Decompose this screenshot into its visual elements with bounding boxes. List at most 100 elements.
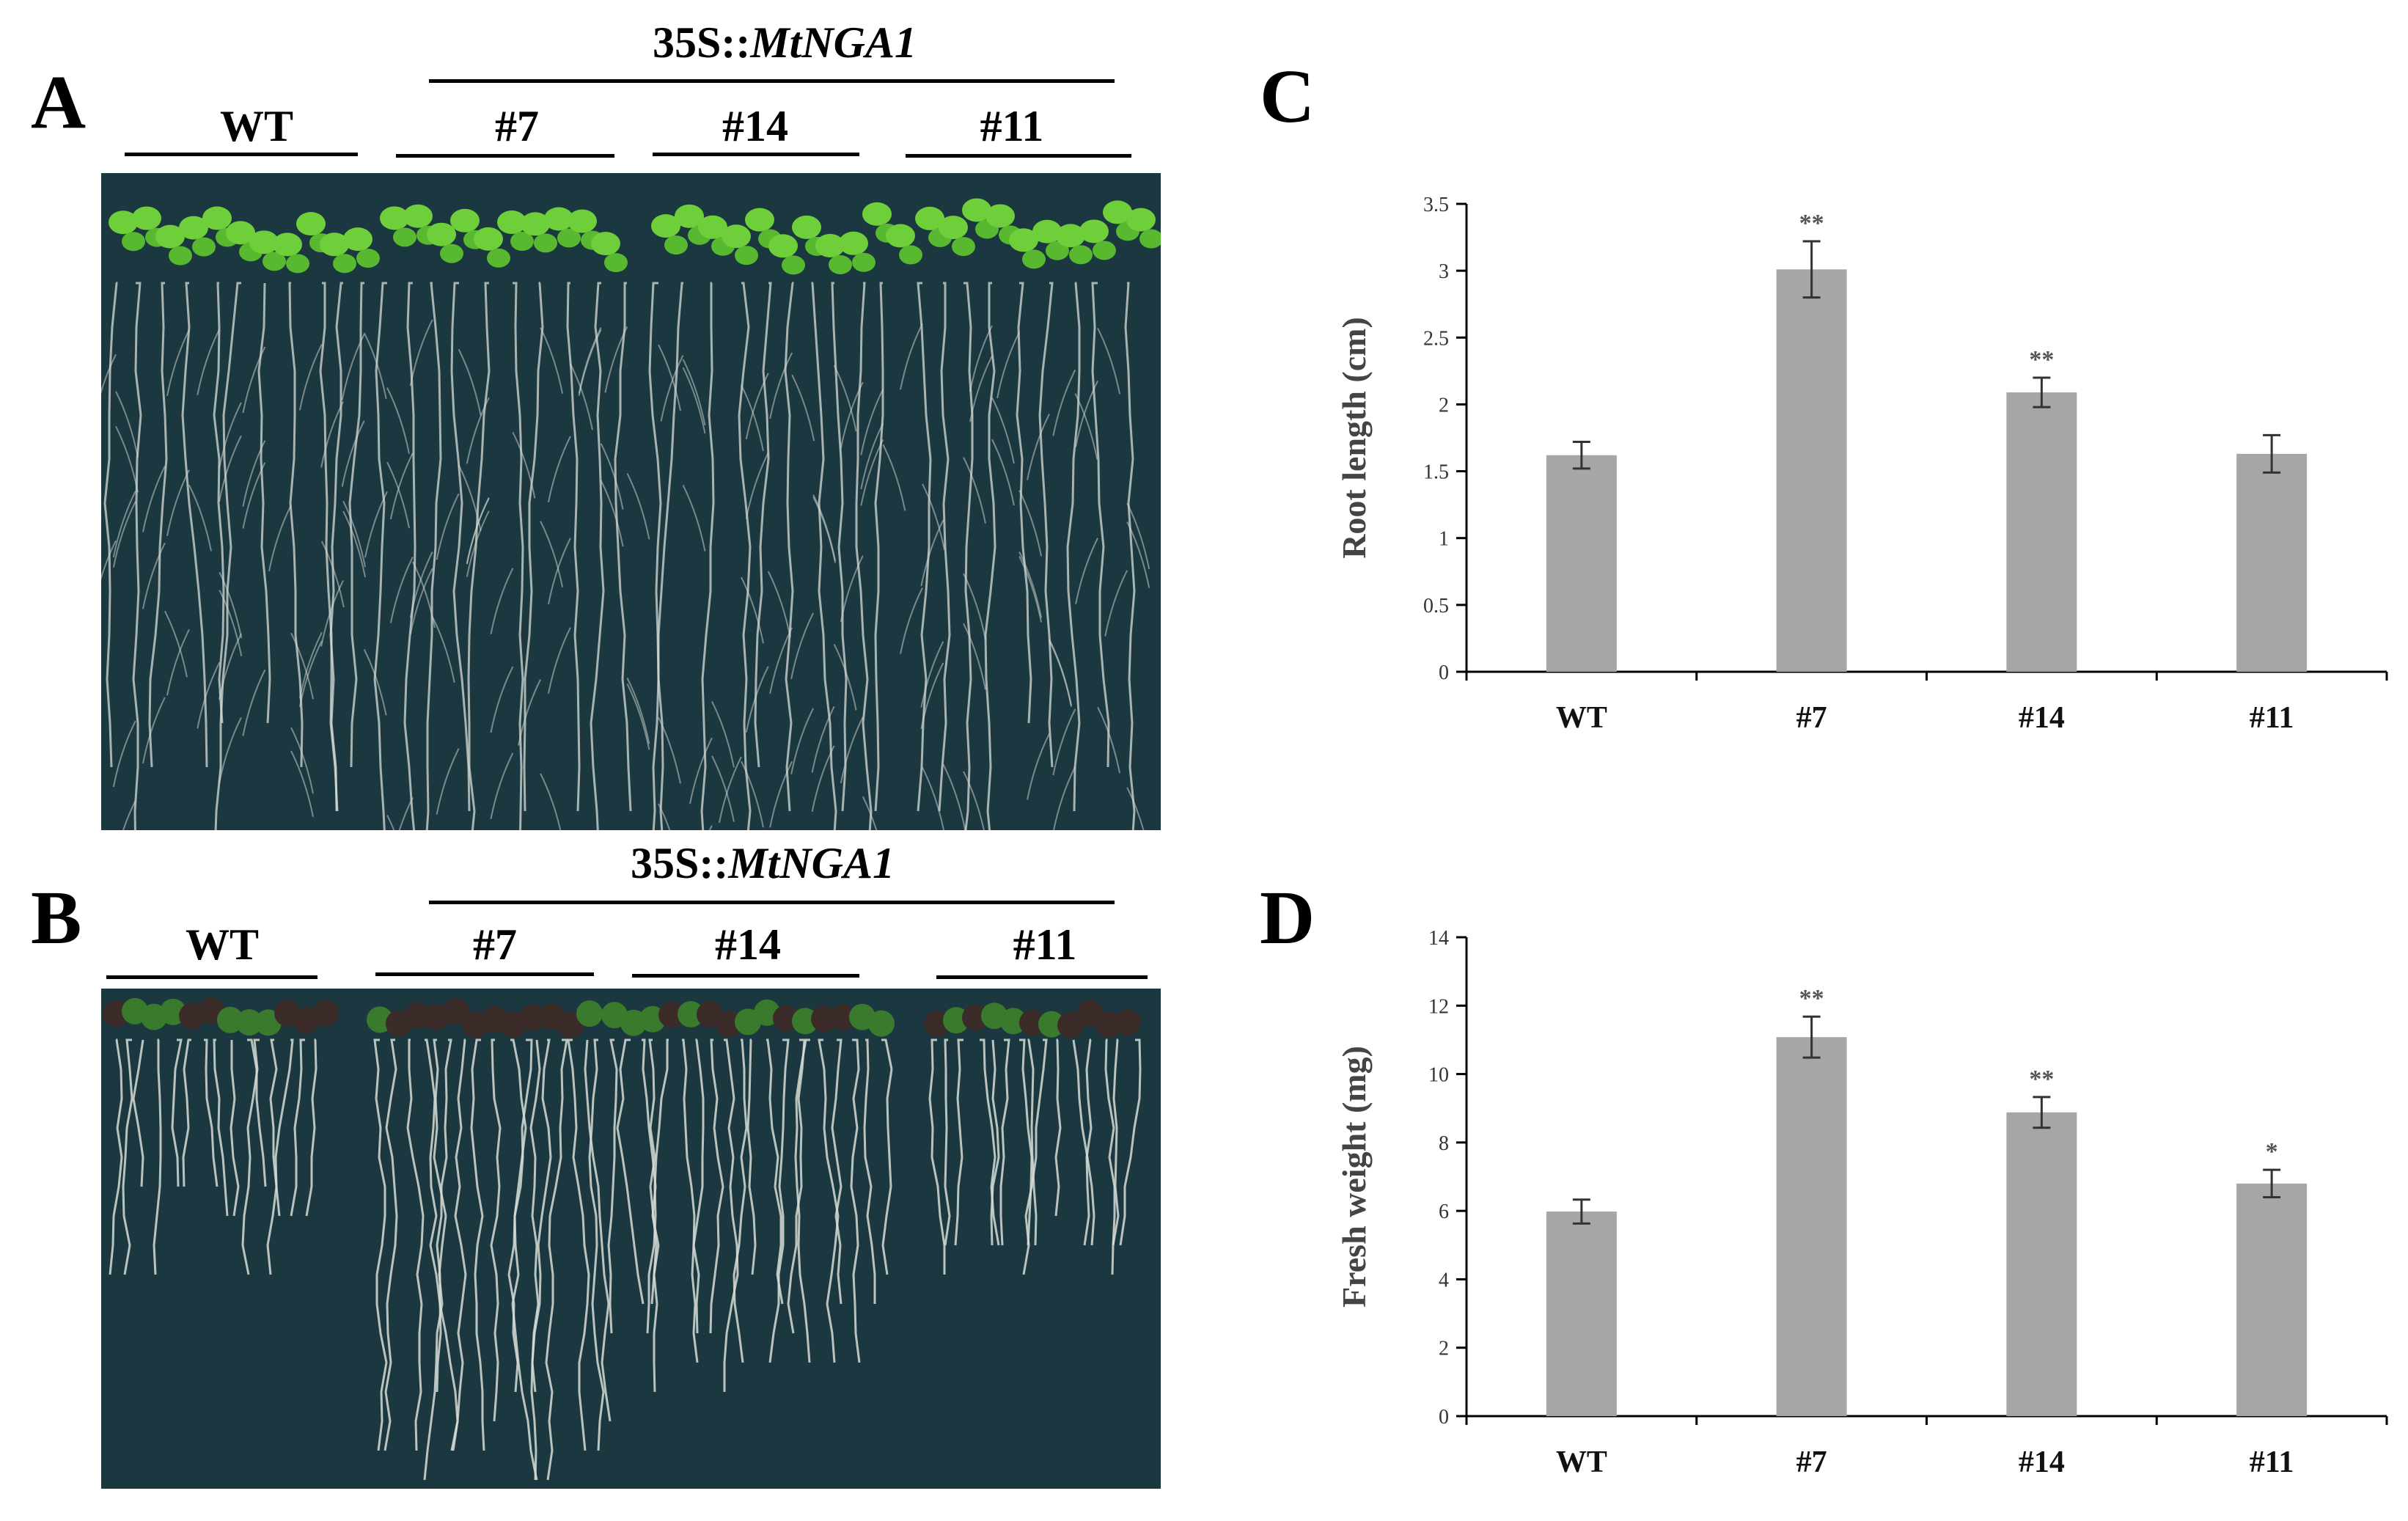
- primary-root: [1091, 282, 1110, 768]
- panel-c-bar-chart: 0 0.5 1 1.5 2 2.5 3 3.5 WT ** #7 ** #14 #11 Root lengt…: [1335, 194, 2388, 735]
- lateral-root: [409, 568, 433, 635]
- y-tick-label: 6: [1439, 1201, 1449, 1223]
- seedling-leaf: [320, 232, 349, 257]
- root-mass: [171, 1038, 183, 1187]
- seedling-leaf: [829, 254, 852, 274]
- lateral-root: [540, 773, 562, 830]
- panel-b-group-gene: MtNGA1: [728, 839, 895, 887]
- lateral-root: [882, 444, 906, 511]
- lateral-root: [811, 705, 835, 773]
- primary-root: [566, 282, 581, 812]
- lateral-root: [600, 443, 624, 510]
- panel-a-rule-wt: [125, 153, 358, 156]
- lateral-root: [389, 557, 414, 623]
- root-mass: [510, 1038, 538, 1481]
- seedling-leaf: [427, 222, 456, 246]
- lateral-root: [991, 397, 1015, 464]
- lateral-root: [512, 432, 536, 499]
- seedling-leaf: [745, 208, 774, 232]
- seedling-leaf: [155, 224, 185, 249]
- lateral-root: [922, 767, 945, 830]
- seedling-leaf: [839, 231, 868, 255]
- seedling-leaf: [985, 204, 1015, 228]
- seedling-leaf: [296, 212, 326, 236]
- lateral-root: [942, 763, 966, 830]
- y-tick-label: 14: [1428, 927, 1449, 950]
- lateral-root: [298, 631, 323, 699]
- root-mass: [682, 1038, 700, 1334]
- lateral-root: [540, 521, 564, 587]
- primary-root: [103, 282, 118, 768]
- seedling-leaf: [782, 255, 805, 275]
- lateral-root: [600, 480, 624, 547]
- x-category-label: WT: [1556, 1445, 1607, 1479]
- lateral-root: [745, 666, 769, 733]
- lateral-root: [1097, 328, 1121, 395]
- lateral-root: [922, 483, 945, 551]
- seedling-leaf: [333, 254, 356, 274]
- lateral-root: [718, 756, 742, 824]
- y-tick-label: 0.5: [1423, 595, 1449, 617]
- root-mass: [290, 1038, 305, 1217]
- lateral-root: [268, 505, 292, 571]
- lateral-root: [682, 485, 706, 551]
- seedling-leaf: [474, 227, 503, 251]
- lateral-root: [466, 510, 490, 577]
- y-tick-label: 8: [1439, 1132, 1449, 1155]
- lateral-root: [166, 628, 190, 696]
- primary-root: [348, 282, 364, 768]
- primary-root: [319, 282, 339, 812]
- lateral-root: [840, 716, 864, 784]
- seedling-leaf: [792, 215, 821, 239]
- seedling-leaf: [534, 233, 557, 253]
- primary-root: [917, 282, 932, 812]
- root-mass: [990, 1039, 1000, 1246]
- y-tick-label: 1.5: [1423, 461, 1449, 484]
- lateral-root: [466, 497, 490, 564]
- lateral-root: [1018, 556, 1043, 623]
- y-tick-label: 0: [1439, 1406, 1449, 1429]
- x-category-label: #11: [2250, 1445, 2294, 1479]
- lateral-root: [298, 344, 323, 411]
- rosette-leaf: [1076, 1000, 1103, 1027]
- seedling-leaf: [568, 209, 597, 233]
- lateral-root: [1018, 551, 1043, 618]
- root-mass: [818, 1038, 840, 1363]
- lateral-root: [570, 363, 593, 430]
- root-mass: [406, 1038, 425, 1451]
- rosette-leaf: [1057, 1011, 1084, 1038]
- lateral-root: [1126, 521, 1150, 588]
- seedling-leaf: [1139, 229, 1161, 249]
- lateral-root: [386, 461, 410, 529]
- root-mass: [584, 1039, 612, 1422]
- primary-root: [214, 282, 241, 830]
- seedling-leaf: [1093, 241, 1116, 260]
- seedling-leaf: [1046, 241, 1069, 260]
- seedling-leaf: [886, 224, 915, 248]
- panel-b-rule-11: [936, 975, 1148, 979]
- primary-root: [467, 282, 491, 830]
- panel-a-group-label: 35S::MtNGA1: [653, 21, 917, 65]
- root-mass: [1019, 1038, 1033, 1246]
- lateral-root: [412, 561, 436, 628]
- root-mass: [646, 1038, 669, 1334]
- root-mass: [723, 1038, 739, 1392]
- seedling-leaf: [557, 228, 581, 248]
- rosette-leaf: [830, 1004, 856, 1031]
- seedling-leaf: [122, 232, 145, 252]
- primary-root: [831, 282, 848, 812]
- lateral-root: [689, 737, 713, 805]
- lateral-root: [290, 750, 314, 818]
- lateral-root: [658, 803, 671, 830]
- seedling-leaf: [109, 210, 138, 235]
- lateral-root: [219, 590, 243, 656]
- lateral-root: [458, 464, 482, 532]
- y-tick-label: 10: [1428, 1064, 1449, 1087]
- lateral-root: [540, 327, 564, 394]
- lateral-root: [682, 359, 706, 426]
- lateral-root: [920, 641, 944, 708]
- lateral-root: [242, 440, 266, 507]
- lateral-root: [342, 510, 367, 578]
- panel-a-letter: A: [31, 60, 87, 144]
- seedling-leaf: [393, 227, 416, 247]
